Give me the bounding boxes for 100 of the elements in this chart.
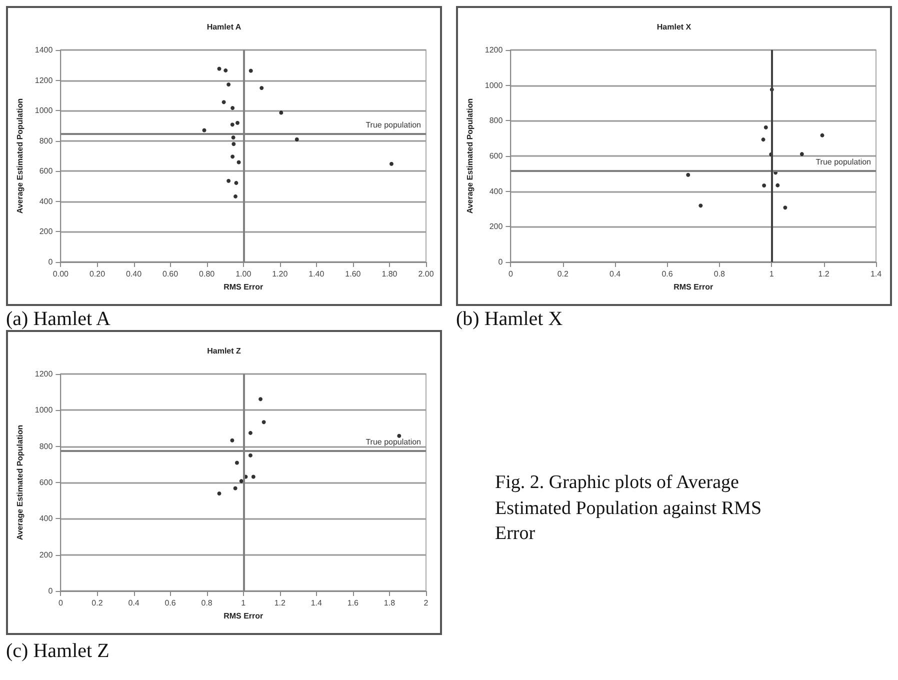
y-tick-label: 0: [48, 586, 54, 596]
point: [236, 160, 241, 164]
x-tick-label: 1.2: [274, 598, 286, 608]
point: [248, 453, 252, 458]
x-tick-label: 1.40: [308, 270, 325, 278]
x-tick-label: 1.4: [870, 270, 882, 278]
point: [233, 486, 238, 490]
x-tick-label: 0.4: [128, 598, 140, 608]
ref-line-label: True population: [366, 120, 421, 130]
x-tick-label: 0.00: [52, 270, 70, 278]
point: [226, 178, 231, 183]
caption: Fig. 2. Graphic plots of Average Estimated Population against RMS Error: [495, 471, 763, 546]
point: [389, 162, 394, 166]
y-tick-label: 1000: [484, 80, 504, 90]
point: [258, 397, 263, 402]
point: [698, 204, 703, 208]
chart-title: Hamlet Z: [207, 346, 241, 356]
x-tick-label: 0.8: [714, 270, 726, 278]
x-tick-label: 1: [769, 270, 774, 278]
point: [761, 138, 766, 142]
point: [222, 100, 226, 104]
x-tick-label: 0.60: [162, 270, 179, 278]
x-tick-label: 1.80: [382, 270, 398, 278]
x-tick-label: 0.6: [662, 270, 674, 278]
x-tick-label: 0.2: [92, 598, 104, 608]
y-tick-label: 200: [39, 550, 54, 560]
point: [217, 492, 222, 496]
x-tick-label: 0.6: [164, 598, 176, 608]
y-tick-label: 400: [489, 186, 504, 196]
point: [239, 479, 244, 484]
point: [230, 438, 234, 442]
x-tick-label: 2: [424, 598, 429, 608]
y-tick-label: 800: [489, 116, 504, 126]
x-tick-label: 0.2: [557, 270, 569, 278]
point: [230, 154, 235, 159]
point: [217, 66, 222, 71]
x-tick-label: 1.20: [272, 270, 288, 278]
y-tick-label: 1200: [34, 370, 54, 378]
point: [279, 110, 284, 115]
point: [260, 86, 264, 90]
point: [224, 68, 228, 72]
y-tick-label: 0: [48, 258, 54, 266]
point: [248, 68, 253, 73]
point: [236, 120, 240, 125]
point: [234, 180, 238, 185]
text: (a) Hamlet A: [6, 308, 110, 331]
point: [232, 142, 236, 146]
point: [397, 434, 402, 438]
point: [251, 474, 256, 479]
point: [230, 106, 235, 110]
y-tick-label: 400: [39, 196, 54, 206]
point: [776, 183, 780, 188]
y-axis-title: Average Estimated Population: [16, 98, 24, 214]
x-tick-label: 1.00: [236, 270, 252, 278]
ref-line-label: True population: [816, 157, 871, 166]
point: [202, 128, 206, 132]
chart-title: Hamlet X: [656, 22, 692, 32]
x-tick-label: 0.80: [199, 270, 216, 278]
x-tick-label: 0.40: [126, 270, 142, 278]
point: [231, 136, 236, 140]
x-tick-label: 0.4: [610, 270, 622, 278]
y-tick-label: 600: [39, 478, 54, 487]
y-tick-label: 1200: [34, 76, 54, 85]
x-tick-label: 1.60: [345, 270, 362, 278]
y-tick-label: 800: [39, 442, 54, 451]
point: [764, 125, 768, 130]
x-tick-label: 1: [241, 598, 246, 608]
x-axis-title: RMS Error: [224, 282, 264, 292]
y-tick-label: 400: [39, 514, 54, 524]
y-tick-label: 1200: [484, 46, 504, 54]
x-tick-label: 1.2: [818, 270, 830, 278]
y-tick-label: 600: [39, 166, 54, 176]
y-tick-label: 1000: [34, 406, 54, 415]
point: [262, 420, 266, 424]
ref-line-label: True population: [366, 438, 421, 447]
y-tick-label: 200: [489, 222, 504, 232]
point: [820, 133, 824, 138]
x-tick-label: 1.6: [347, 598, 360, 608]
point: [226, 82, 231, 87]
y-tick-label: 1000: [34, 106, 54, 116]
y-axis-title: Average Estimated Population: [16, 424, 24, 540]
point: [762, 184, 766, 188]
point: [783, 206, 788, 210]
x-tick-label: 0.20: [89, 270, 106, 278]
x-tick-label: 1.8: [384, 598, 396, 608]
y-tick-label: 600: [489, 152, 504, 160]
x-axis-title: RMS Error: [674, 282, 714, 292]
x-axis-title: RMS Error: [224, 611, 264, 620]
x-tick-label: 2.00: [418, 270, 434, 278]
y-tick-label: 200: [39, 227, 54, 236]
x-tick-label: 0: [58, 598, 64, 608]
chart-title: Hamlet A: [206, 22, 242, 32]
text: (c) Hamlet Z: [6, 640, 110, 663]
y-axis-title: Average Estimated Population: [466, 98, 474, 214]
x-tick-label: 0: [508, 270, 514, 278]
point: [686, 172, 690, 177]
point: [230, 122, 234, 127]
point: [800, 152, 804, 156]
x-tick-label: 0.8: [201, 598, 213, 608]
point: [248, 430, 252, 435]
